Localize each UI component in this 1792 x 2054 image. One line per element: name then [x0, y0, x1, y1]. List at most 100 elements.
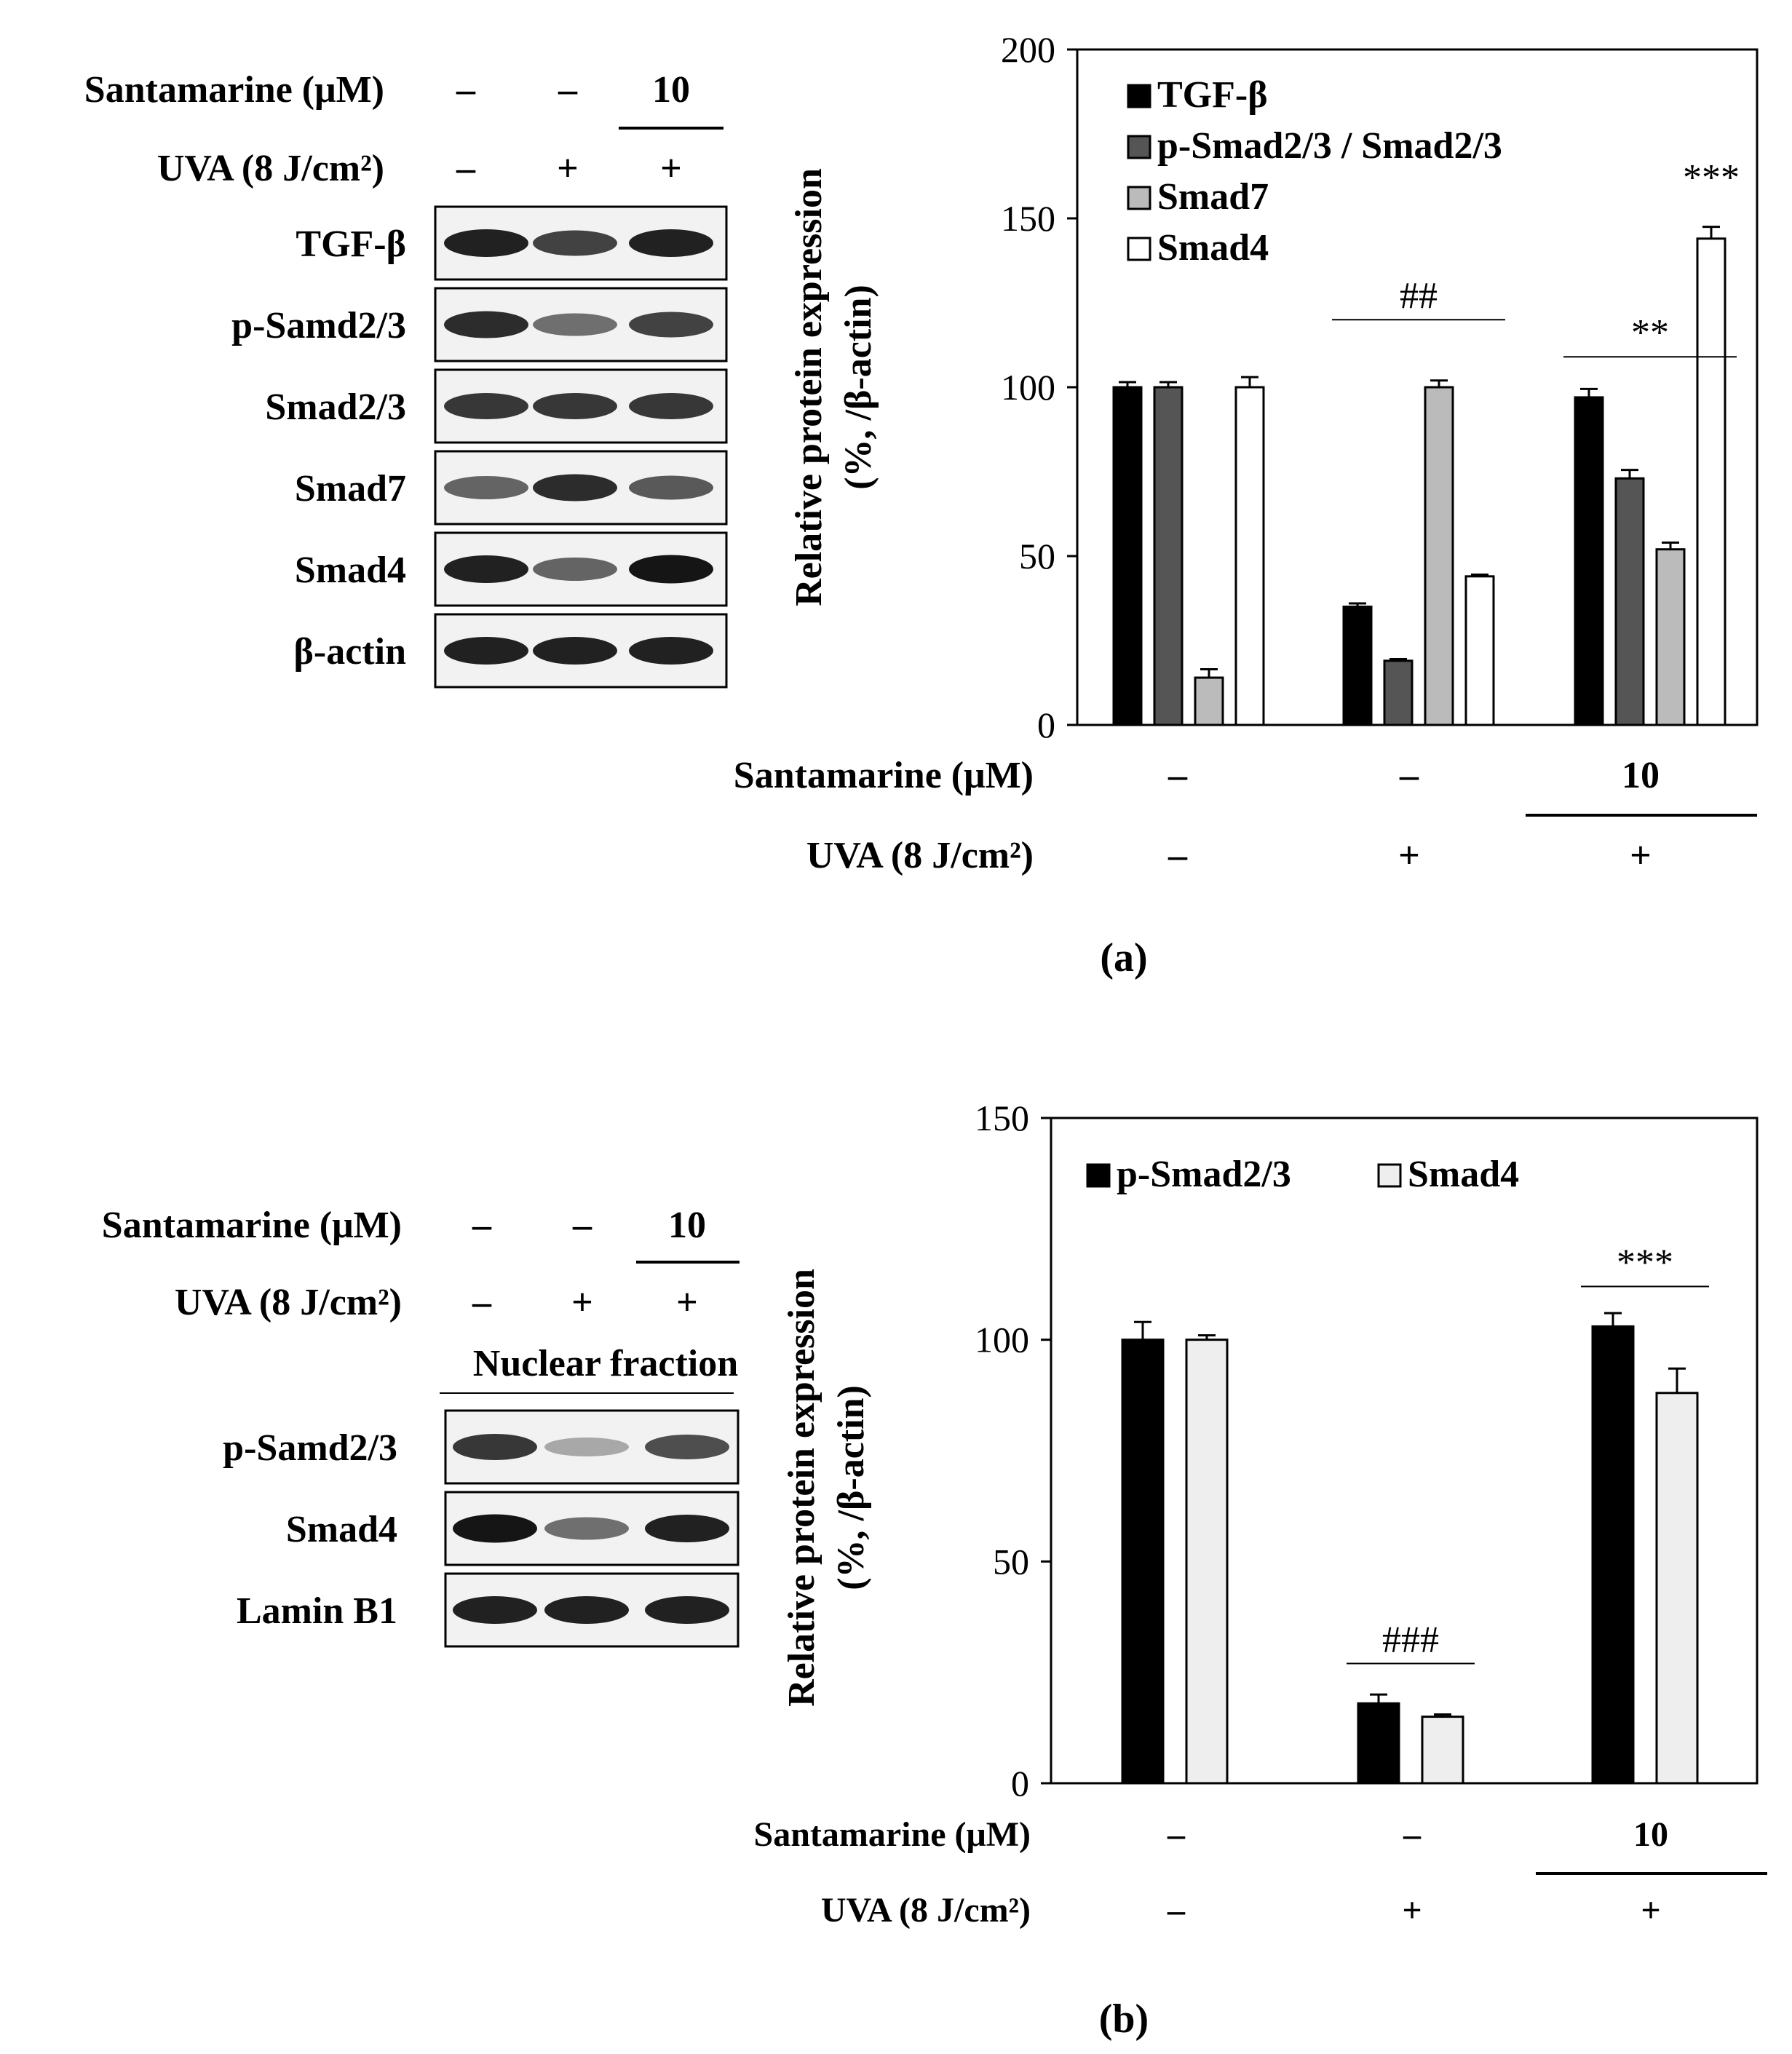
panel-a-bars	[1112, 226, 1726, 726]
panel-a-bar-smad7-group-2	[1424, 386, 1454, 726]
panel-a-blot-uva-lane-3: +	[660, 148, 682, 189]
panel-b-annotations: ### ***	[1347, 1242, 1709, 1665]
panel-b-bar-p-smad2-3-group-2	[1357, 1702, 1400, 1785]
panel-a-y-tick-label-50: 50	[1019, 536, 1055, 576]
panel-b-band-p-samd2-3-lane-1	[453, 1434, 537, 1460]
panel-b-y-tick-label-150: 150	[975, 1098, 1029, 1138]
panel-a-significance-mark-3: ***	[1683, 157, 1740, 199]
panel-a-y-tick-label-150: 150	[1001, 198, 1055, 239]
panel-b-blot-uva-label: UVA (8 J/cm²)	[175, 1282, 402, 1323]
panel-a-bar-p-smad2-3-smad2-3-group-1	[1153, 386, 1184, 726]
panel-b-blot: Santamarine (μM) – – 10 UVA (8 J/cm²) – …	[102, 1205, 740, 1648]
panel-b-blot-uva-lane-1: –	[472, 1282, 492, 1323]
panel-b-y-axis: 0 50 100 150	[975, 1098, 1051, 1804]
panel-a-uva-group-2: +	[1398, 835, 1420, 876]
panel-a-band-smad7-lane-1	[444, 476, 528, 499]
panel-a-band-smad2-3-lane-3	[629, 393, 713, 419]
panel-b-chart: 0 50 100 150 p-Smad2/3 Smad4 ### *** Relative…	[754, 1098, 1767, 1930]
panel-b-blot-santamarine-lane-2: –	[572, 1205, 592, 1246]
panel-b-uva-label: UVA (8 J/cm²)	[821, 1891, 1031, 1930]
panel-a-band-smad2-3-lane-2	[533, 393, 617, 419]
panel-b-blot-santamarine-lane-3: 10	[668, 1205, 706, 1246]
panel-a-blot-santamarine-lane-1: –	[456, 69, 476, 111]
panel-b-y-axis-label: Relative protein expression	[781, 1269, 822, 1707]
panel-b-significance-mark-2: ***	[1617, 1242, 1673, 1284]
panel-b-blot-uva-lane-2: +	[571, 1282, 593, 1323]
panel-a-band-smad4-lane-2	[533, 558, 617, 581]
panel-a-band-p-samd2-3-lane-3	[629, 312, 713, 338]
panel-a-band-smad7-lane-2	[533, 474, 617, 501]
panel-b-legend: p-Smad2/3 Smad4	[1086, 1154, 1519, 1195]
panel-b-uva-group-1: –	[1167, 1891, 1186, 1930]
panel-a-legend-label-p-smad2-3-smad2-3: p-Smad2/3 / Smad2/3	[1157, 125, 1502, 167]
panel-a-santamarine-label: Santamarine (μM)	[734, 755, 1034, 796]
panel-a-band-tgf-lane-3	[629, 229, 713, 257]
panel-a-bar-smad4-group-1	[1234, 386, 1265, 726]
panel-a-bar-smad4-group-3	[1696, 237, 1726, 726]
panel-a-blot: Santamarine (μM) – – 10 UVA (8 J/cm²) – …	[84, 69, 728, 689]
panel-a-legend-swatch-tgf	[1127, 84, 1151, 108]
panel-b-band-smad4-lane-1	[453, 1514, 537, 1543]
panel-a-uva-group-3: +	[1630, 835, 1652, 876]
panel-a-legend-label-smad4: Smad4	[1157, 227, 1269, 269]
panel-a-blot-uva-lane-1: –	[456, 148, 476, 189]
panel-a-bar-p-smad2-3-smad2-3-group-3	[1614, 477, 1645, 726]
panel-a-band-smad4-lane-1	[444, 555, 528, 583]
panel-a-band-tgf-lane-1	[444, 229, 528, 257]
panel-a-band-smad2-3-lane-1	[444, 393, 528, 419]
panel-b-uva-group-2: +	[1402, 1891, 1422, 1930]
panel-b-label: (b)	[1099, 1996, 1149, 2042]
panel-a-band-label-actin: β-actin	[294, 631, 407, 673]
panel-a-legend-swatch-smad7	[1127, 186, 1151, 210]
panel-b-y-tick-label-0: 0	[1011, 1763, 1029, 1804]
panel-a-blot-santamarine-lane-3: 10	[652, 69, 690, 111]
panel-a-band-tgf-lane-2	[533, 230, 617, 256]
panel-a-y-tick-label-0: 0	[1037, 705, 1055, 745]
panel-b-bar-smad4-group-2	[1421, 1716, 1464, 1785]
panel-a-significance-mark-2: **	[1631, 312, 1669, 354]
panel-b-bar-p-smad2-3-group-3	[1591, 1325, 1635, 1785]
panel-b-bars	[1121, 1312, 1699, 1785]
panel-a-y-axis: 0 50 100 150 200	[1001, 29, 1077, 745]
panel-b-band-p-samd2-3-lane-2	[544, 1438, 629, 1456]
panel-b-legend-swatch-p-smad2-3	[1086, 1163, 1111, 1188]
panel-a-bar-tgf-group-2	[1342, 606, 1373, 726]
panel-a-santamarine-group-3: 10	[1622, 755, 1660, 796]
panel-a-bar-tgf-group-3	[1574, 396, 1604, 726]
panel-b-santamarine-label: Santamarine (μM)	[754, 1815, 1031, 1854]
panel-b-bar-smad4-group-1	[1185, 1339, 1229, 1785]
panel-b-plot-frame	[1050, 1117, 1759, 1785]
panel-a-legend-label-smad7: Smad7	[1157, 176, 1269, 218]
panel-b-band-smad4-lane-2	[544, 1517, 629, 1540]
panel-b-band-lamin-b1-lane-3	[645, 1596, 729, 1624]
panel-a-annotations: ##*****	[1332, 157, 1740, 358]
panel-a-legend-label-tgf: TGF-β	[1157, 74, 1268, 116]
panel-b-band-smad4-lane-3	[645, 1515, 729, 1542]
panel-a-santamarine-group-2: –	[1399, 755, 1419, 796]
panel-b-legend-swatch-smad4	[1377, 1163, 1402, 1188]
panel-a-band-label-tgf: TGF-β	[296, 223, 406, 265]
panel-a-bar-p-smad2-3-smad2-3-group-2	[1383, 659, 1414, 726]
panel-a-band-label-smad4: Smad4	[295, 550, 406, 591]
panel-a-label: (a)	[1100, 935, 1147, 980]
panel-a-bar-smad7-group-3	[1655, 548, 1686, 726]
panel-a-band-label-p-samd2-3: p-Samd2/3	[231, 305, 406, 346]
panel-a-legend: TGF-β p-Smad2/3 / Smad2/3 Smad7 Smad4	[1127, 74, 1502, 269]
panel-b-bar-smad4-group-3	[1655, 1392, 1699, 1785]
panel-a-band-label-smad2-3: Smad2/3	[265, 386, 406, 428]
panel-b-blot-fraction-label: Nuclear fraction	[473, 1343, 738, 1384]
panel-b-blot-uva-lane-3: +	[676, 1282, 698, 1323]
panel-a-band-actin-lane-3	[629, 637, 713, 665]
panel-b-y-axis-label-unit: (%, /β-actin)	[830, 1385, 872, 1590]
panel-b-blot-santamarine-lane-1: –	[472, 1205, 492, 1246]
panel-b-blot-strips: p-Samd2/3 Smad4 Lamin B1	[223, 1409, 740, 1648]
panel-b-legend-label-p-smad2-3: p-Smad2/3	[1117, 1154, 1291, 1195]
panel-a-chart: 0 50 100 150 200 TGF-β p-Smad2/3 / Smad2/3 Sma…	[734, 29, 1759, 876]
panel-a-y-axis-label: Relative protein expression	[788, 168, 830, 606]
panel-b-band-lamin-b1-lane-1	[453, 1596, 537, 1624]
panel-a-band-label-smad7: Smad7	[295, 468, 406, 509]
panel-a-y-axis-label-unit: (%, /β-actin)	[838, 285, 879, 490]
panel-b-bar-p-smad2-3-group-1	[1121, 1339, 1165, 1785]
panel-b-santamarine-group-2: –	[1403, 1815, 1422, 1854]
